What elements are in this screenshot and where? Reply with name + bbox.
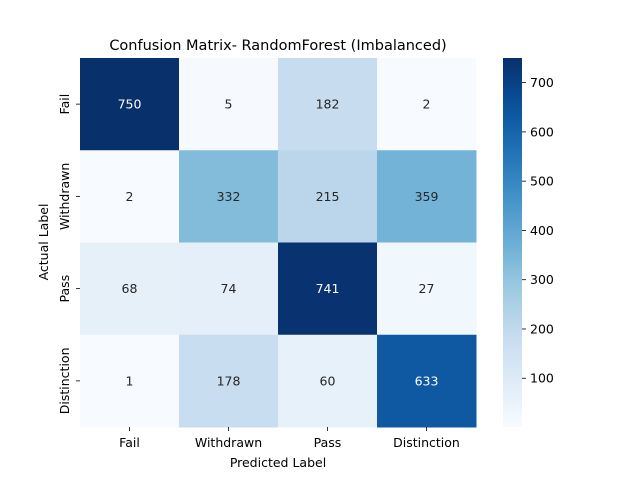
colorbar-gradient <box>503 58 522 427</box>
cell-value-label: 332 <box>217 189 241 204</box>
heatmap-cell-0-1 <box>179 58 279 151</box>
cell-value-label: 741 <box>316 281 340 296</box>
heatmap-cell-1-3 <box>377 150 477 243</box>
colorbar-tick-label: 300 <box>530 272 554 287</box>
cell-value-label: 60 <box>320 373 336 388</box>
cell-value-label: 1 <box>126 373 134 388</box>
colorbar-tick-label: 400 <box>530 223 554 238</box>
cell-value-label: 68 <box>122 281 138 296</box>
cell-value-label: 750 <box>118 97 142 112</box>
heatmap-cell-2-2 <box>278 242 378 336</box>
cell-value-label: 633 <box>415 373 439 388</box>
heatmap-cell-1-0 <box>80 150 180 243</box>
heatmap-cells <box>80 58 477 428</box>
colorbar-tick-label: 200 <box>530 321 554 336</box>
heatmap-cell-0-3 <box>377 58 477 151</box>
cell-value-label: 182 <box>316 97 340 112</box>
heatmap-cell-0-0 <box>80 58 180 151</box>
heatmap-cell-3-0 <box>80 334 180 428</box>
cell-value-label: 74 <box>221 281 237 296</box>
y-tick-label: Distinction <box>57 348 72 415</box>
cell-value-label: 5 <box>225 97 233 112</box>
cell-value-label: 178 <box>217 373 241 388</box>
heatmap-cell-3-3 <box>377 334 477 428</box>
heatmap-cell-1-2 <box>278 150 378 243</box>
y-axis: Fail Withdrawn Pass Distinction <box>57 94 80 414</box>
x-tick-label: Fail <box>119 435 140 450</box>
colorbar-tick-label: 700 <box>530 75 554 90</box>
heatmap-cell-3-1 <box>179 334 279 428</box>
chart-title: Confusion Matrix- RandomForest (Imbalanc… <box>109 38 446 54</box>
x-axis-label: Predicted Label <box>230 455 326 470</box>
heatmap-cell-1-1 <box>179 150 279 243</box>
x-axis: Fail Withdrawn Pass Distinction <box>119 427 460 450</box>
heatmap-cell-2-0 <box>80 242 180 336</box>
colorbar-tick-label: 100 <box>530 371 554 386</box>
heatmap-cell-2-1 <box>179 242 279 336</box>
colorbar: 100 200 300 400 500 600 700 <box>503 58 554 427</box>
cell-value-label: 359 <box>415 189 439 204</box>
cell-value-label: 215 <box>316 189 340 204</box>
y-tick-label: Fail <box>57 94 72 115</box>
colorbar-tick-label: 600 <box>530 124 554 139</box>
colorbar-tick-label: 500 <box>530 174 554 189</box>
cell-value-label: 2 <box>423 97 431 112</box>
heatmap-cell-labels: 750 5 182 2 2 332 215 359 68 74 741 27 1 178 60 633 <box>118 97 439 389</box>
heatmap-cell-3-2 <box>278 334 378 428</box>
x-tick-label: Pass <box>314 435 342 450</box>
heatmap-cell-2-3 <box>377 242 477 336</box>
x-tick-label: Withdrawn <box>195 435 262 450</box>
cell-value-label: 2 <box>126 189 134 204</box>
x-tick-label: Distinction <box>393 435 460 450</box>
cell-value-label: 27 <box>419 281 435 296</box>
heatmap-cell-0-2 <box>278 58 378 151</box>
y-tick-label: Withdrawn <box>57 163 72 230</box>
y-axis-label: Actual Label <box>36 204 51 281</box>
y-tick-label: Pass <box>57 275 72 303</box>
